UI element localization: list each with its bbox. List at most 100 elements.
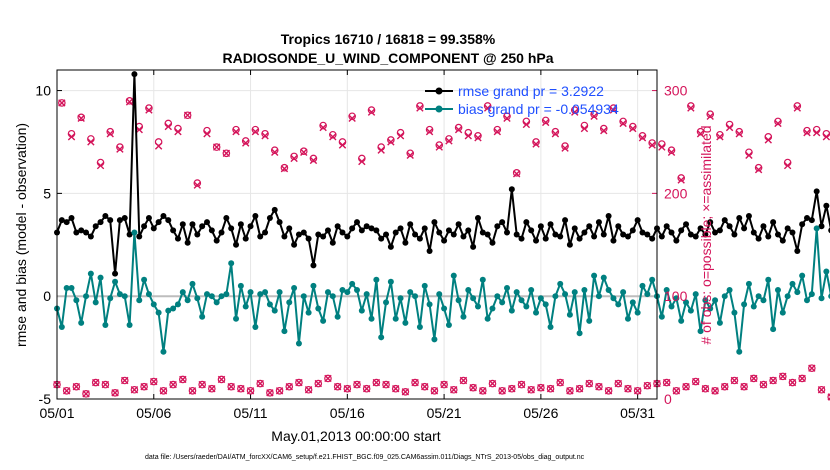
obs-possible-point [227,382,235,391]
bias-point [141,276,148,283]
obs-possible-point [517,380,526,389]
obs-assimilated-point [212,143,221,151]
bias-point [170,305,177,312]
rmse-point [562,217,569,224]
bias-point [126,321,133,328]
rmse-point [494,223,501,230]
obs-possible-point [183,111,192,120]
rmse-point [291,241,298,248]
obs-assimilated-point [638,134,647,142]
obs-possible-point [333,382,342,391]
bias-point [199,313,206,320]
rmse-point [131,71,138,78]
rmse-point [547,221,554,228]
obs-assimilated-point [121,376,129,385]
rmse-point [141,223,148,230]
bias-point [416,324,423,331]
obs-assimilated-point [469,383,477,392]
rmse-point [145,215,152,222]
bias-point [712,297,719,304]
obs-possible-point [779,372,787,381]
obs-possible-point [343,384,352,393]
rmse-point [334,223,341,230]
y-tick-label: 10 [35,83,51,99]
obs-possible-point [691,377,700,386]
obs-possible-point [682,382,690,391]
bias-point [315,305,322,312]
obs-possible-point [193,179,202,187]
obs-assimilated-point [67,133,76,141]
bias-point [83,293,90,300]
rmse-point [320,233,327,240]
bias-point [465,287,472,294]
rmse-point [450,231,457,238]
obs-possible-point [101,380,110,389]
obs-possible-point [430,386,439,395]
bias-point [668,303,675,310]
obs-possible-point [808,364,816,372]
rmse-series [54,71,830,277]
obs-assimilated-point [571,108,579,116]
obs-possible-point [140,382,148,391]
rmse-point [702,231,709,238]
obs-assimilated-point [450,386,458,394]
bias-point [605,287,612,294]
rmse-point [455,221,462,228]
rmse-point [779,237,786,244]
obs-possible-point [304,385,313,394]
obs-assimilated-point [474,134,482,142]
obs-assimilated-point [251,127,260,136]
rmse-point [271,206,278,213]
obs-assimilated-point [735,130,743,138]
obs-possible-point [130,385,139,394]
bias-point [58,324,65,331]
bias-point [412,293,419,300]
rmse-point [349,225,356,232]
rmse-point [431,219,438,226]
obs-possible-point [309,154,318,163]
obs-possible-point [638,132,647,140]
bias-point [595,293,602,300]
rmse-point [165,217,172,224]
obs-possible-point [391,384,400,393]
bias-point [692,291,699,298]
rmse-point [179,221,186,228]
bias-point [174,301,181,308]
obs-assimilated-point [779,372,787,381]
obs-possible-point [212,143,221,151]
obs-possible-point [406,149,415,158]
obs-assimilated-point [280,165,289,173]
rmse-point [823,202,830,209]
y-right-tick-label: 0 [664,391,672,407]
obs-assimilated-point [764,136,772,144]
rmse-point [595,219,602,226]
rmse-point [678,227,685,234]
rmse-point [818,223,825,230]
obs-possible-point [261,129,269,138]
obs-possible-point [614,379,623,388]
obs-possible-point [314,379,323,388]
rmse-point [397,225,404,232]
obs-assimilated-point [754,166,763,174]
bias-point [697,328,704,335]
bias-point [624,315,631,322]
bias-point [770,326,777,333]
bias-point [324,289,331,296]
obs-assimilated-point [827,393,830,401]
bias-point [450,272,457,279]
rmse-point [479,229,486,236]
obs-assimilated-point [479,387,487,395]
bias-point [228,260,235,267]
bias-point [528,287,535,294]
rmse-point [339,229,346,236]
rmse-point [233,241,240,248]
obs-assimilated-point [116,145,124,153]
obs-assimilated-point [392,385,400,393]
rmse-point [363,223,370,230]
x-tick-label: 05/11 [234,405,268,421]
rmse-point [295,231,302,238]
rmse-point [610,237,617,244]
obs-assimilated-point [464,132,472,140]
obs-possible-point [106,127,115,136]
